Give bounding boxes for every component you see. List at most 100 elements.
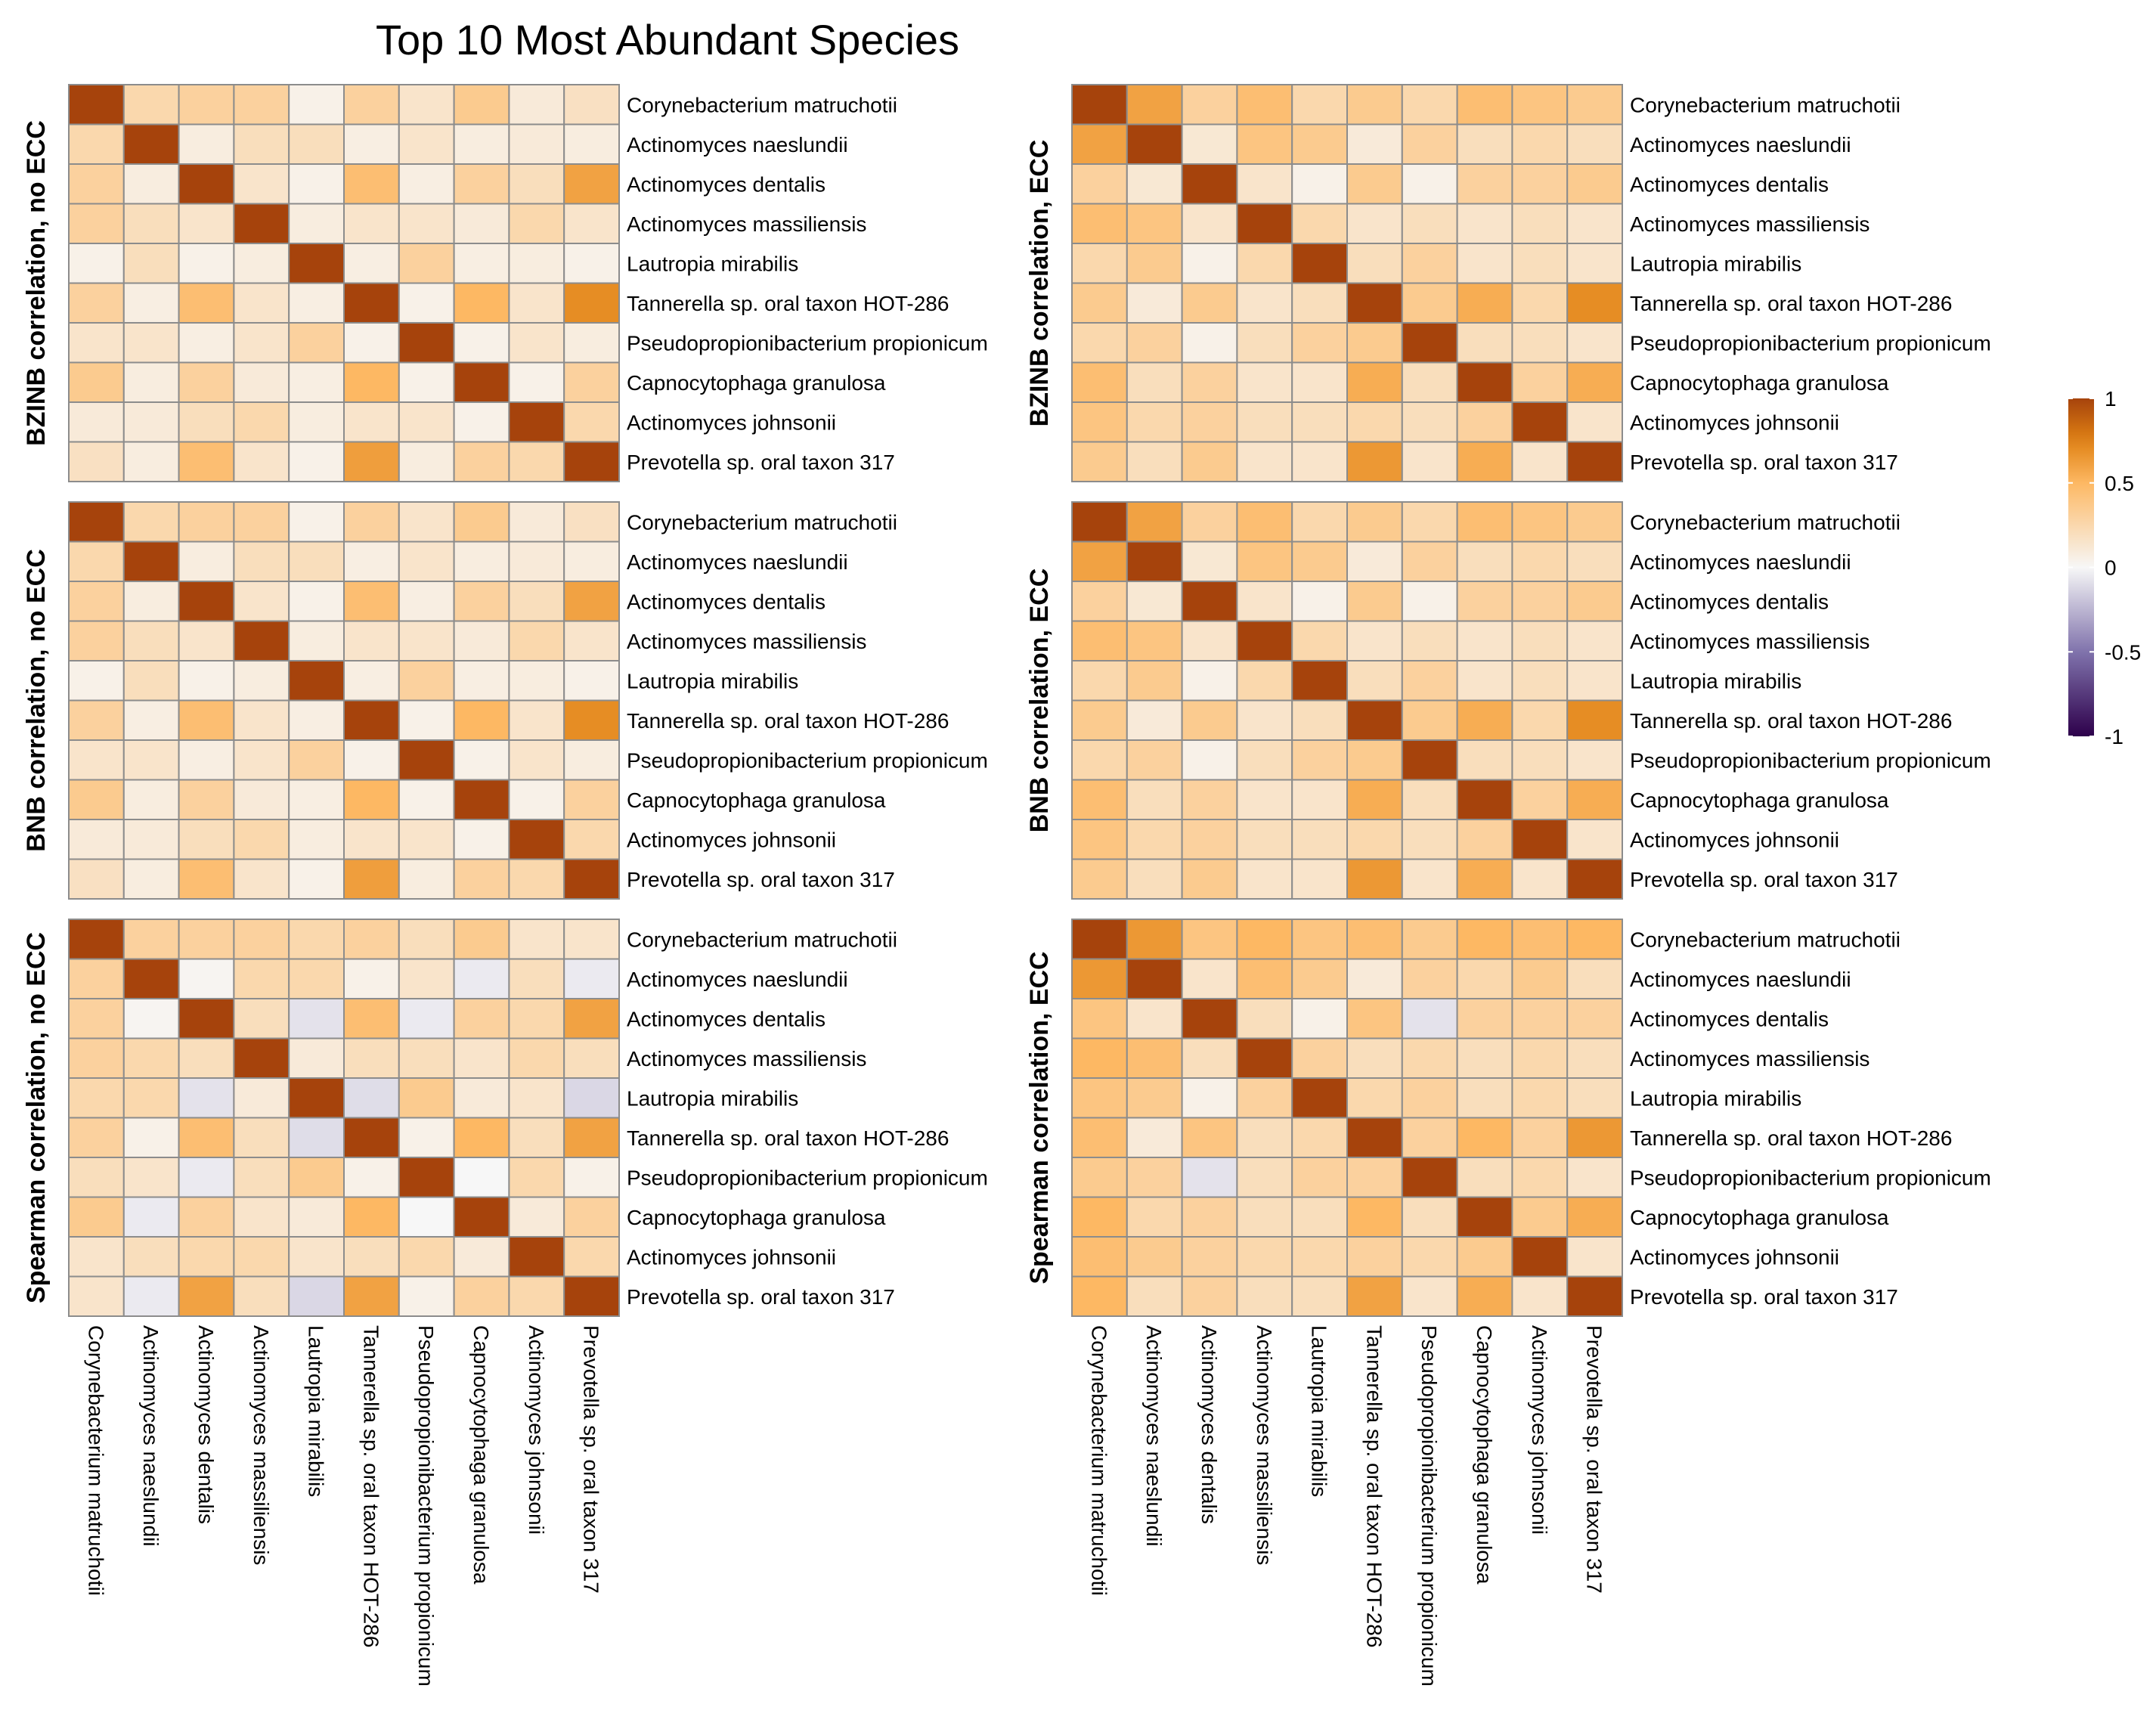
heatmap-cell: Capnocytophaga granulosa / Lautropia mir… — [288, 1196, 345, 1238]
heatmap-cell: Lautropia mirabilis / Actinomyces naeslu… — [122, 660, 180, 702]
heatmap-cell: Corynebacterium matruchotii / Tannerella… — [1346, 919, 1403, 960]
heatmap-cell: Lautropia mirabilis / Corynebacterium ma… — [68, 243, 125, 284]
heatmap-cell: Pseudopropionibacterium propionicum / Ac… — [178, 322, 235, 364]
heatmap-cell: Prevotella sp. oral taxon 317 / Coryneba… — [68, 858, 125, 900]
heatmap-cell: Actinomyces naeslundii / Actinomyces nae… — [1126, 541, 1183, 582]
heatmap-cell: Tannerella sp. oral taxon HOT-286 / Laut… — [288, 699, 345, 741]
heatmap-cell: Corynebacterium matruchotii / Prevotella… — [1566, 501, 1623, 543]
heatmap-cell: Prevotella sp. oral taxon 317 / Actinomy… — [1126, 858, 1183, 900]
heatmap-cell: Lautropia mirabilis / Lautropia mirabili… — [288, 1077, 345, 1119]
heatmap-cell: Lautropia mirabilis / Prevotella sp. ora… — [563, 1077, 621, 1119]
row-label: Lautropia mirabilis — [627, 1086, 798, 1110]
heatmap-cell: Actinomyces dentalis / Actinomyces massi… — [233, 163, 290, 205]
heatmap-cell: Lautropia mirabilis / Capnocytophaga gra… — [1456, 1077, 1513, 1119]
row-label: Actinomyces massiliensis — [627, 1047, 866, 1070]
heatmap-cell: Capnocytophaga granulosa / Tannerella sp… — [1346, 779, 1403, 820]
heatmap-cell: Actinomyces naeslundii / Actinomyces den… — [178, 958, 235, 999]
heatmap-cell: Actinomyces johnsonii / Actinomyces mass… — [1236, 1236, 1293, 1278]
heatmap-cell: Actinomyces johnsonii / Actinomyces dent… — [1181, 401, 1238, 443]
heatmap-cell: Tannerella sp. oral taxon HOT-286 / Tann… — [343, 282, 400, 324]
heatmap-cell: Tannerella sp. oral taxon HOT-286 / Capn… — [453, 1117, 510, 1158]
heatmap-cell: Actinomyces dentalis / Actinomyces naesl… — [1126, 998, 1183, 1039]
row-label: Actinomyces johnsonii — [1630, 1245, 1839, 1269]
heatmap-cell: Actinomyces johnsonii / Capnocytophaga g… — [1456, 401, 1513, 443]
row-label: Actinomyces dentalis — [627, 172, 826, 196]
row-label: Actinomyces naeslundii — [627, 133, 848, 156]
heatmap-cell: Pseudopropionibacterium propionicum / La… — [1291, 322, 1348, 364]
heatmap-cell: Actinomyces naeslundii / Tannerella sp. … — [1346, 123, 1403, 165]
heatmap-cell: Actinomyces dentalis / Actinomyces naesl… — [122, 998, 180, 1039]
heatmap-cell: Tannerella sp. oral taxon HOT-286 / Pseu… — [398, 282, 455, 324]
heatmap-cell: Pseudopropionibacterium propionicum / Ta… — [1346, 1157, 1403, 1198]
row-label: Actinomyces massiliensis — [627, 630, 866, 653]
heatmap-cell: Actinomyces naeslundii / Prevotella sp. … — [1566, 541, 1623, 582]
heatmap-cell: Prevotella sp. oral taxon 317 / Lautropi… — [1291, 858, 1348, 900]
heatmap-cell: Pseudopropionibacterium propionicum / La… — [1291, 739, 1348, 781]
heatmap-cell: Prevotella sp. oral taxon 317 / Pseudopr… — [398, 441, 455, 482]
heatmap-cell: Prevotella sp. oral taxon 317 / Actinomy… — [508, 858, 565, 900]
heatmap-cell: Actinomyces massiliensis / Actinomyces j… — [1511, 203, 1569, 244]
heatmap-cell: Actinomyces dentalis / Prevotella sp. or… — [563, 163, 621, 205]
heatmap-cell: Lautropia mirabilis / Actinomyces massil… — [233, 660, 290, 702]
heatmap-cell: Actinomyces naeslundii / Corynebacterium… — [1071, 958, 1128, 999]
heatmap-cell: Prevotella sp. oral taxon 317 / Capnocyt… — [453, 441, 510, 482]
heatmap-cell: Tannerella sp. oral taxon HOT-286 / Tann… — [1346, 1117, 1403, 1158]
heatmap-cell: Pseudopropionibacterium propionicum / Ca… — [1456, 1157, 1513, 1198]
panel-label: BNB correlation, no ECC — [22, 549, 51, 851]
heatmap-cell: Capnocytophaga granulosa / Actinomyces m… — [233, 779, 290, 820]
heatmap-cell: Corynebacterium matruchotii / Corynebact… — [68, 501, 125, 543]
heatmap-cell: Tannerella sp. oral taxon HOT-286 / Acti… — [1511, 282, 1569, 324]
heatmap-cell: Actinomyces johnsonii / Corynebacterium … — [1071, 401, 1128, 443]
heatmap-cell: Pseudopropionibacterium propionicum / Pr… — [1566, 322, 1623, 364]
heatmap-cell: Pseudopropionibacterium propionicum / Co… — [1071, 322, 1128, 364]
column-label: Actinomyces naeslundii — [139, 1325, 163, 1547]
heatmap-cell: Actinomyces naeslundii / Prevotella sp. … — [1566, 123, 1623, 165]
heatmap-cell: Corynebacterium matruchotii / Lautropia … — [288, 84, 345, 125]
heatmap-cell: Prevotella sp. oral taxon 317 / Prevotel… — [1566, 858, 1623, 900]
color-scale-tick-label: 1 — [2105, 387, 2117, 411]
heatmap-cell: Prevotella sp. oral taxon 317 / Pseudopr… — [1401, 441, 1458, 482]
heatmap-cell: Pseudopropionibacterium propionicum / Ca… — [1456, 322, 1513, 364]
heatmap-cell: Actinomyces massiliensis / Tannerella sp… — [343, 620, 400, 661]
heatmap-cell: Actinomyces massiliensis / Capnocytophag… — [453, 1037, 510, 1079]
heatmap-cell: Pseudopropionibacterium propionicum / Ac… — [1181, 739, 1238, 781]
heatmap-cell: Capnocytophaga granulosa / Actinomyces m… — [1236, 779, 1293, 820]
heatmap-cell: Actinomyces dentalis / Actinomyces massi… — [233, 998, 290, 1039]
heatmap-cell: Corynebacterium matruchotii / Actinomyce… — [178, 84, 235, 125]
row-label: Prevotella sp. oral taxon 317 — [1630, 868, 1898, 891]
heatmap-cell: Actinomyces dentalis / Corynebacterium m… — [1071, 581, 1128, 622]
heatmap-cell: Actinomyces naeslundii / Actinomyces mas… — [233, 123, 290, 165]
row-label: Actinomyces naeslundii — [1630, 550, 1851, 574]
heatmap-cell: Actinomyces dentalis / Prevotella sp. or… — [1566, 163, 1623, 205]
heatmap-cell: Capnocytophaga granulosa / Capnocytophag… — [453, 779, 510, 820]
heatmap-cell: Lautropia mirabilis / Pseudopropionibact… — [1401, 660, 1458, 702]
column-label: Prevotella sp. oral taxon 317 — [580, 1325, 603, 1594]
row-label: Prevotella sp. oral taxon 317 — [1630, 451, 1898, 474]
row-label: Capnocytophaga granulosa — [1630, 1206, 1889, 1229]
heatmap-cell: Actinomyces dentalis / Tannerella sp. or… — [1346, 581, 1403, 622]
row-label: Capnocytophaga granulosa — [627, 1206, 886, 1229]
heatmap-cell: Actinomyces dentalis / Pseudopropionibac… — [1401, 998, 1458, 1039]
heatmap-cell: Corynebacterium matruchotii / Lautropia … — [1291, 84, 1348, 125]
heatmap-cell: Capnocytophaga granulosa / Actinomyces j… — [1511, 779, 1569, 820]
heatmap-cell: Pseudopropionibacterium propionicum / Pr… — [563, 1157, 621, 1198]
row-label: Prevotella sp. oral taxon 317 — [627, 868, 895, 891]
row-label: Prevotella sp. oral taxon 317 — [627, 1285, 895, 1309]
heatmap-cell: Capnocytophaga granulosa / Lautropia mir… — [1291, 361, 1348, 403]
heatmap-cell: Lautropia mirabilis / Capnocytophaga gra… — [1456, 243, 1513, 284]
heatmap-cell: Capnocytophaga granulosa / Corynebacteri… — [1071, 361, 1128, 403]
heatmap-cell: Actinomyces dentalis / Tannerella sp. or… — [343, 581, 400, 622]
heatmap-cell: Capnocytophaga granulosa / Actinomyces d… — [178, 1196, 235, 1238]
heatmap-cell: Capnocytophaga granulosa / Actinomyces j… — [508, 779, 565, 820]
heatmap-cell: Pseudopropionibacterium propionicum / Ac… — [1236, 322, 1293, 364]
heatmap-cell: Corynebacterium matruchotii / Actinomyce… — [1511, 501, 1569, 543]
heatmap-cell: Actinomyces johnsonii / Actinomyces mass… — [1236, 401, 1293, 443]
heatmap-cell: Actinomyces johnsonii / Actinomyces john… — [508, 1236, 565, 1278]
heatmap-cell: Corynebacterium matruchotii / Actinomyce… — [1236, 501, 1293, 543]
heatmap-cell: Actinomyces naeslundii / Lautropia mirab… — [1291, 123, 1348, 165]
heatmap-cell: Tannerella sp. oral taxon HOT-286 / Capn… — [1456, 699, 1513, 741]
heatmap-cell: Corynebacterium matruchotii / Tannerella… — [343, 84, 400, 125]
heatmap-cell: Lautropia mirabilis / Actinomyces johnso… — [508, 1077, 565, 1119]
heatmap-cell: Pseudopropionibacterium propionicum / Ac… — [1181, 322, 1238, 364]
heatmap-cell: Actinomyces johnsonii / Actinomyces dent… — [178, 819, 235, 860]
